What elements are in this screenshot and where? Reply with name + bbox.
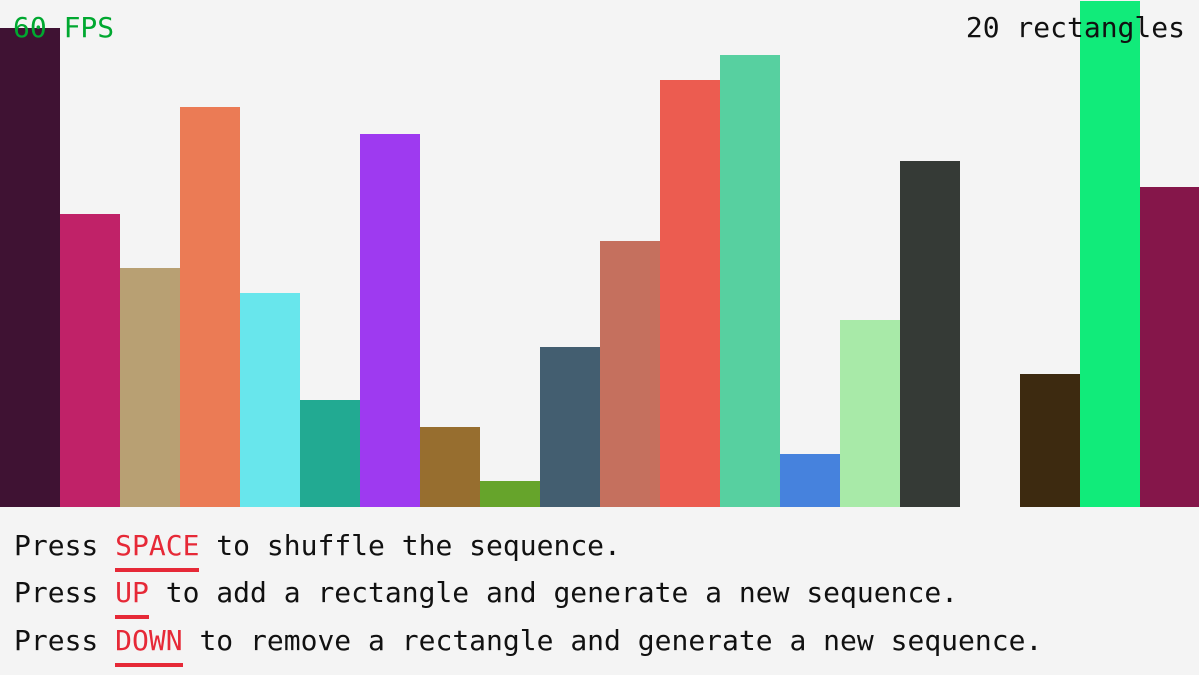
rectangle-bar <box>300 400 360 507</box>
instruction-suffix: to remove a rectangle and generate a new… <box>182 624 1043 657</box>
instruction-suffix: to shuffle the sequence. <box>199 529 621 562</box>
rectangle-bar <box>1140 187 1199 507</box>
rectangle-count: 20 rectangles <box>965 11 1185 44</box>
rectangle-bar <box>360 134 420 507</box>
instruction-prefix: Press <box>14 529 116 562</box>
key-space: SPACE <box>115 526 200 572</box>
rectangle-sequence <box>0 1 1199 507</box>
rectangle-bar <box>720 55 780 507</box>
key-up: UP <box>115 573 149 619</box>
rectangle-bar <box>780 454 840 507</box>
rectangle-bar <box>180 107 240 507</box>
rectangle-bar <box>660 80 720 507</box>
instruction-prefix: Press <box>14 624 116 657</box>
rectangle-bar <box>420 427 480 507</box>
instruction-add: Press UP to add a rectangle and generate… <box>14 573 959 619</box>
rectangle-bar <box>840 320 900 507</box>
rectangle-bar <box>600 241 660 507</box>
rectangle-bar <box>120 268 180 507</box>
rectangle-bar <box>1020 374 1080 507</box>
rectangle-bar <box>480 481 540 507</box>
rectangle-bar <box>900 161 960 507</box>
rectangle-bar <box>60 214 120 507</box>
instruction-prefix: Press <box>14 576 116 609</box>
key-down: DOWN <box>115 621 184 667</box>
fps-counter: 60 FPS <box>13 11 115 44</box>
rectangle-bar <box>240 293 300 507</box>
instruction-suffix: to add a rectangle and generate a new se… <box>148 576 959 609</box>
rectangle-bar <box>540 347 600 507</box>
instruction-remove: Press DOWN to remove a rectangle and gen… <box>14 621 1043 667</box>
instruction-shuffle: Press SPACE to shuffle the sequence. <box>14 526 621 572</box>
rectangle-bar <box>1080 1 1140 507</box>
rectangle-bar <box>0 28 60 507</box>
